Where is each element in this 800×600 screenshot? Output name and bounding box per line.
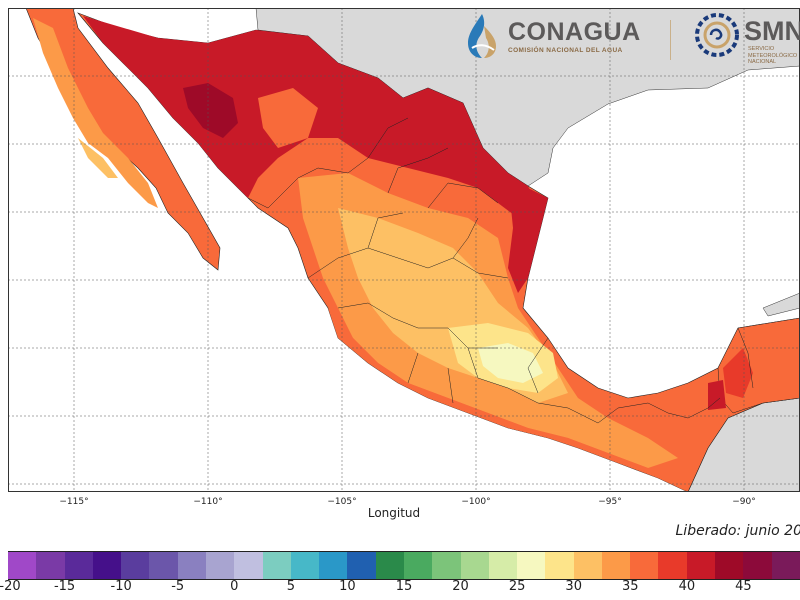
x-tick-label: −90° (732, 497, 756, 507)
sun-swirl-icon (695, 13, 739, 57)
state-borders (247, 117, 754, 424)
colorbar-segment (121, 552, 150, 579)
colorbar (8, 551, 800, 580)
colorbar-segment (488, 552, 518, 579)
colorbar-segment (8, 552, 37, 579)
colorbar-segment (149, 552, 178, 579)
baja-california-cool (33, 18, 158, 208)
colorbar-tick-label: 10 (339, 579, 356, 594)
cuba-land (762, 292, 800, 317)
colorbar-segment (234, 552, 263, 579)
colorbar-tick-label: 30 (565, 579, 582, 594)
colorbar-segment (347, 552, 376, 579)
colorbar-tick-label: 5 (286, 579, 295, 594)
hot-zone-chihuahua-cool (258, 88, 318, 148)
colorbar-tick-label: 40 (678, 579, 696, 594)
colorbar-segment (715, 552, 744, 579)
colorbar-segment (432, 552, 461, 579)
yucatan-hot (723, 348, 753, 398)
pacific-coast (328, 308, 688, 492)
colorbar-tick-label: 20 (452, 579, 469, 594)
colorbar-tick-label: 35 (622, 579, 639, 594)
x-tick-label: −110° (193, 497, 223, 507)
baja-california-coast (78, 138, 118, 178)
colorbar-tick-label: 15 (395, 579, 413, 594)
x-tick-label: −100° (461, 497, 491, 507)
map-canvas (8, 8, 800, 492)
smn-subtitle: SERVICIO METEOROLÓGICO NACIONAL (748, 46, 798, 65)
colorbar-segment (403, 552, 433, 579)
colorbar-tick-label: 45 (735, 579, 752, 594)
colorbar-tick-label: -10 (110, 579, 132, 594)
colorbar-segment (545, 552, 574, 579)
x-tick-label: −105° (327, 497, 357, 507)
central-plateau-coolest (478, 343, 543, 383)
x-tick-label: −95° (598, 497, 622, 507)
colorbar-segment (375, 552, 404, 579)
water-drop-icon (468, 14, 496, 58)
colorbar-segment (262, 552, 291, 579)
colorbar-segment (601, 552, 631, 579)
graticule (8, 8, 800, 492)
smn-logo: SMN SERVICIO METEOROLÓGICO NACIONAL (694, 12, 800, 65)
colorbar-segment (92, 552, 122, 579)
yucatan-hot-east (708, 380, 726, 410)
conagua-logo: CONAGUA COMISIÓN NACIONAL DEL AGUA (462, 12, 662, 64)
hot-zone-sonora (183, 83, 238, 138)
x-tick-label: −115° (59, 497, 89, 507)
colorbar-segment (319, 552, 348, 579)
x-axis-label: Longitud (367, 506, 421, 520)
colorbar-segment (771, 552, 800, 579)
colorbar-segment (573, 552, 602, 579)
colorbar-tick-label: -15 (53, 579, 76, 594)
colorbar-tick-label: -20 (0, 579, 21, 594)
colorbar-segment (658, 552, 687, 579)
colorbar-tick-label: -5 (171, 579, 185, 594)
smn-name: SMN (744, 16, 800, 46)
colorbar-segment (36, 552, 65, 579)
hot-zone-gulf (508, 178, 548, 293)
logo-divider (670, 20, 671, 60)
conagua-subtitle: COMISIÓN NACIONAL DEL AGUA (508, 47, 623, 54)
colorbar-segment (517, 552, 546, 579)
colorbar-segment (460, 552, 489, 579)
colorbar-tick-label: 25 (508, 579, 526, 594)
colorbar-segment (205, 552, 235, 579)
colorbar-segment (686, 552, 716, 579)
colorbar-segment (630, 552, 659, 579)
colorbar-segment (177, 552, 206, 579)
conagua-name: CONAGUA (508, 18, 641, 46)
colorbar-tick-label: 0 (230, 579, 239, 594)
colorbar-segment (743, 552, 772, 579)
colorbar-segment (290, 552, 320, 579)
temperature-map: CONAGUA COMISIÓN NACIONAL DEL AGUA SMN S… (8, 8, 800, 492)
release-date: Liberado: junio 20 (675, 523, 800, 539)
colorbar-segment (64, 552, 93, 579)
